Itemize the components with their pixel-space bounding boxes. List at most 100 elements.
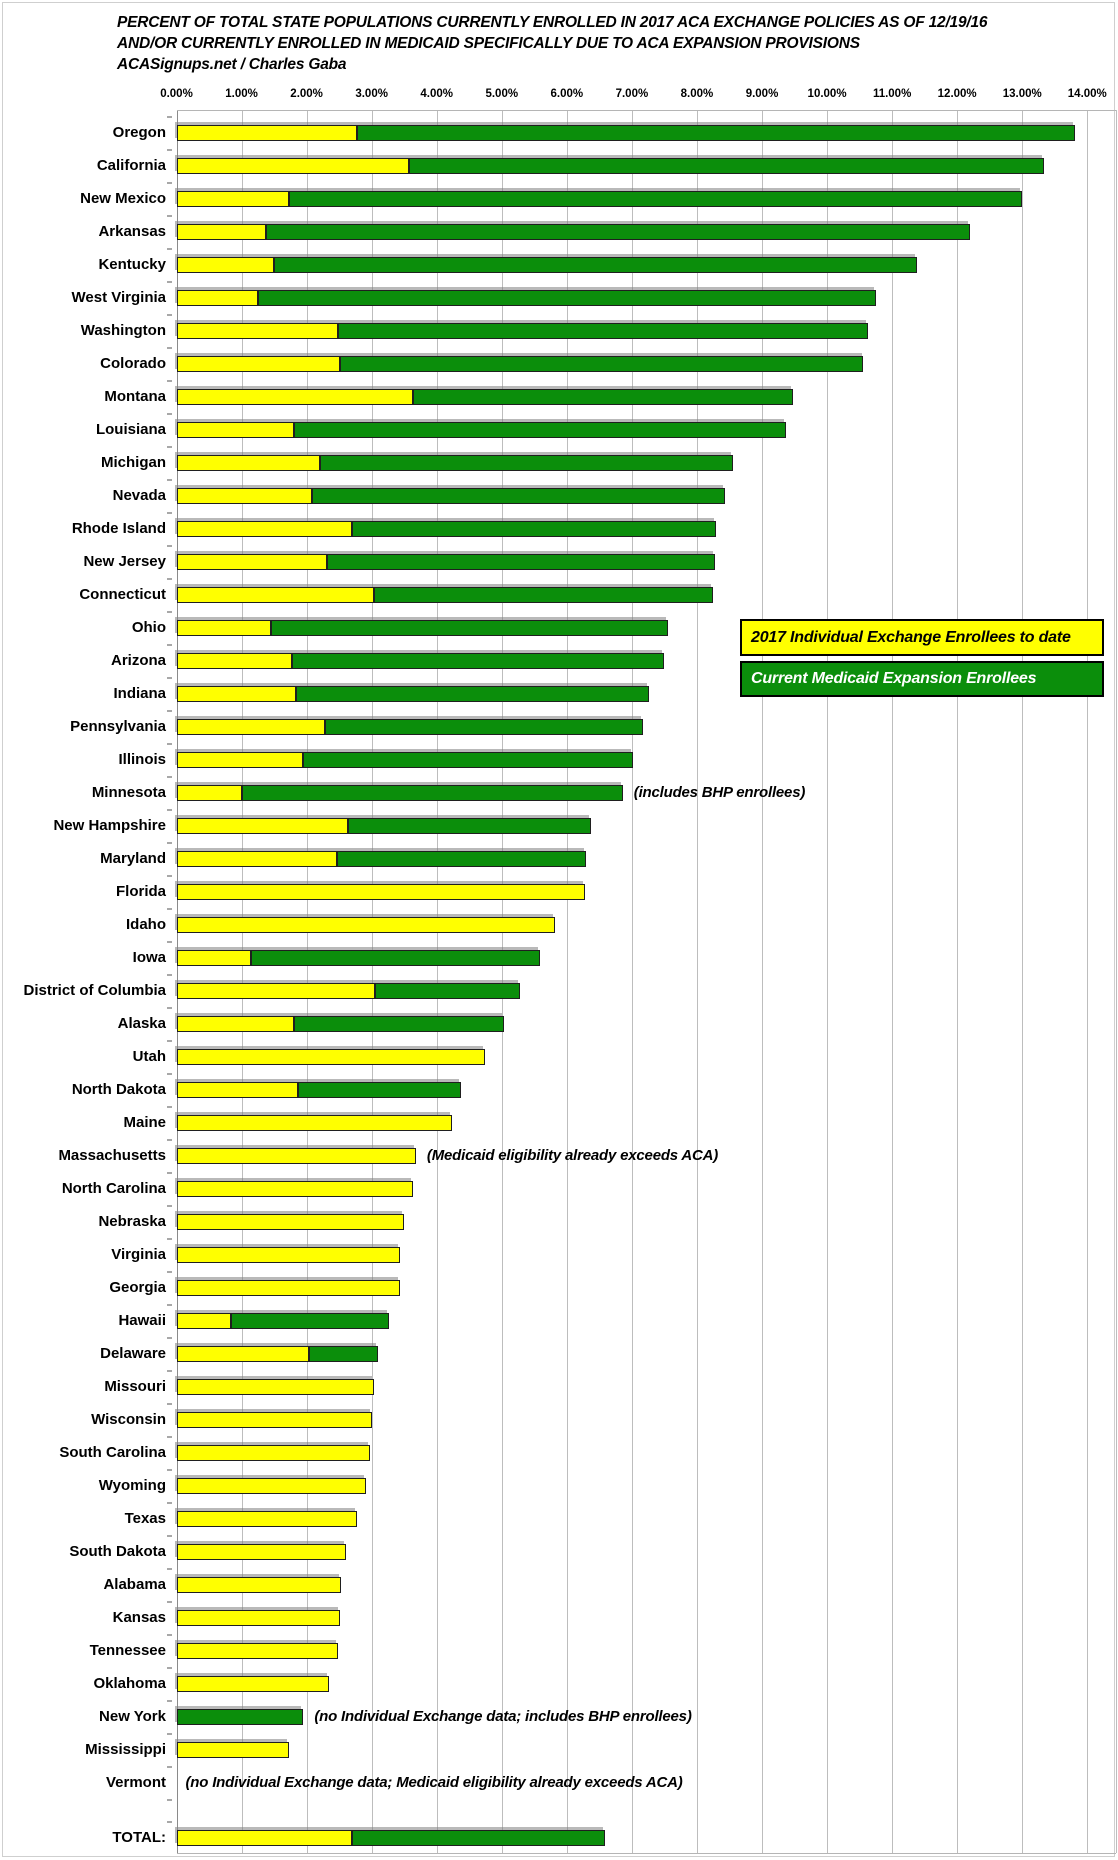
medicaid-bar-segment [270, 619, 669, 636]
row-label: North Carolina [61, 1179, 166, 1197]
row-label: Texas [124, 1509, 166, 1527]
plot-bottom-border [176, 1853, 1116, 1854]
bar-row [176, 652, 664, 669]
bar-row [176, 1543, 347, 1560]
exchange-bar-segment [176, 289, 259, 306]
category-tick [167, 710, 172, 712]
bar-row [176, 1675, 330, 1692]
medicaid-bar-segment [298, 1081, 462, 1098]
bar-row [176, 982, 521, 999]
x-axis-tick-label: 5.00% [485, 88, 519, 100]
category-tick [167, 1667, 172, 1669]
x-axis-tick-label: 2.00% [290, 88, 323, 100]
row-annotation: (no Individual Exchange data; Medicaid e… [185, 1773, 683, 1791]
medicaid-bar-segment [289, 190, 1023, 207]
bar-row [176, 586, 713, 603]
row-label: Michigan [100, 453, 166, 471]
bar-row [176, 1345, 378, 1362]
bar-row [176, 1048, 485, 1065]
bar-row [176, 256, 917, 273]
x-axis-tick-label: 10.00% [807, 88, 847, 100]
category-tick [167, 1568, 172, 1570]
exchange-bar-segment [176, 883, 586, 900]
bar-row [176, 817, 591, 834]
row-label: Minnesota [91, 783, 166, 801]
row-label: Arizona [110, 651, 166, 669]
row-label: Rhode Island [71, 519, 166, 537]
exchange-bar-segment [176, 1411, 373, 1428]
exchange-bar-segment [176, 157, 410, 174]
bar-row [176, 1114, 452, 1131]
title-credit: ACASignups.net / Charles Gaba [117, 56, 347, 73]
medicaid-bar-segment [293, 1015, 504, 1032]
bar-row [176, 1830, 605, 1846]
bar-row [176, 916, 556, 933]
category-tick [167, 842, 172, 844]
category-tick [167, 1469, 172, 1471]
category-tick [167, 1106, 172, 1108]
category-tick [167, 1733, 172, 1735]
medicaid-bar-segment [326, 553, 715, 570]
exchange-bar-segment [176, 454, 320, 471]
x-axis-tick-label: 11.00% [872, 88, 912, 100]
bar-row [176, 421, 787, 438]
category-tick [167, 1700, 172, 1702]
bar-row [176, 520, 717, 537]
x-axis-tick-label: 9.00% [745, 88, 779, 100]
category-tick [167, 149, 172, 151]
exchange-bar-segment [176, 619, 271, 636]
category-tick [167, 116, 172, 118]
gridline [827, 110, 829, 1853]
x-axis-tick-label: 0.00% [160, 88, 193, 100]
row-label: Wyoming [98, 1476, 166, 1494]
bar-row [176, 1213, 404, 1230]
bar-row [176, 1444, 370, 1461]
bar-row [176, 1642, 338, 1659]
category-tick [167, 248, 172, 250]
category-tick [167, 1535, 172, 1537]
exchange-bar-segment [176, 520, 352, 537]
y-axis-line [176, 110, 178, 1853]
category-tick [167, 743, 172, 745]
row-label: Oklahoma [93, 1674, 166, 1692]
row-label: California [96, 156, 166, 174]
category-tick [167, 314, 172, 316]
row-label: Iowa [132, 948, 166, 966]
x-axis-tick-label: 13.00% [1002, 88, 1042, 100]
bar-row [176, 1510, 358, 1527]
exchange-bar-segment [176, 124, 358, 141]
medicaid-bar-segment [319, 454, 734, 471]
bar-row [176, 718, 643, 735]
gridline [306, 110, 308, 1853]
row-label: Montana [104, 387, 166, 405]
gridline [501, 110, 503, 1853]
bar-row [176, 223, 971, 240]
medicaid-bar-segment [337, 322, 869, 339]
legend-exchange-label: 2017 Individual Exchange Enrollees to da… [751, 628, 1071, 646]
category-tick [167, 1370, 172, 1372]
category-tick [167, 1821, 172, 1823]
medicaid-bar-segment [293, 421, 787, 438]
bar-row [176, 685, 650, 702]
category-tick [167, 413, 172, 415]
row-label: Maine [123, 1113, 166, 1131]
category-tick [167, 545, 172, 547]
exchange-bar-segment [176, 1213, 404, 1230]
bar-row [176, 1312, 390, 1329]
bar-row [176, 1081, 462, 1098]
gridline [696, 110, 698, 1853]
exchange-bar-segment [176, 388, 414, 405]
category-tick [167, 1634, 172, 1636]
total-row-label: TOTAL: [112, 1829, 166, 1846]
row-label: Nevada [112, 486, 166, 504]
row-label: Kansas [112, 1608, 166, 1626]
medicaid-bar-segment [337, 850, 586, 867]
legend-medicaid-box: Current Medicaid Expansion Enrollees [740, 661, 1104, 697]
category-tick [167, 776, 172, 778]
row-annotation: (Medicaid eligibility already exceeds AC… [426, 1146, 719, 1164]
bar-row [176, 355, 864, 372]
exchange-bar-segment [176, 718, 326, 735]
medicaid-bar-segment [274, 256, 917, 273]
exchange-bar-segment [176, 850, 338, 867]
bar-row [176, 751, 633, 768]
